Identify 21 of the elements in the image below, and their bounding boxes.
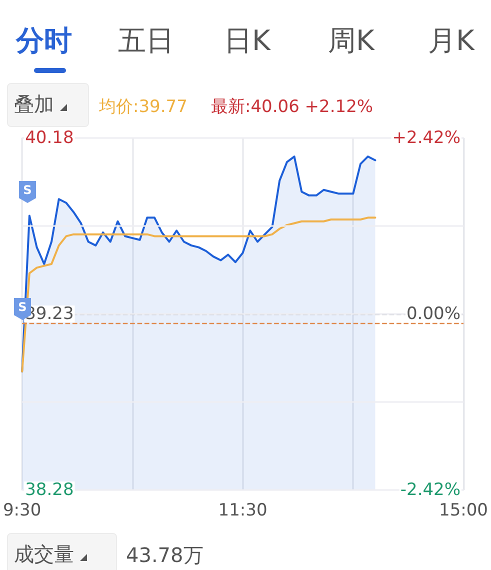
x-tick-label: 11:30 <box>218 500 268 520</box>
text: 43.78万 <box>126 543 204 567</box>
y-tick-label: 40.18 <box>25 128 74 148</box>
text: 月K <box>428 24 474 57</box>
text: 周K <box>328 24 374 57</box>
x-tick-label: 15:00 <box>439 500 488 520</box>
y-tick-label: 38.28 <box>25 480 74 500</box>
text: 成交量 <box>14 542 74 566</box>
text: 分时 <box>16 24 72 57</box>
x-tick-label: 9:30 <box>2 500 42 520</box>
text: 日K <box>224 24 270 57</box>
text: 均价:39.77 <box>99 97 188 117</box>
y2-tick-label: 0.00% <box>406 304 461 324</box>
annotation: S <box>18 300 27 314</box>
text: 最新:40.06 +2.12% <box>211 97 374 117</box>
annotation: S <box>23 183 32 197</box>
y2-tick-label: +2.42% <box>392 128 461 148</box>
line-series <box>21 216 376 372</box>
y2-tick-label: -2.42% <box>400 480 461 500</box>
text: 五日 <box>118 24 174 57</box>
text: 叠加 <box>14 92 54 116</box>
